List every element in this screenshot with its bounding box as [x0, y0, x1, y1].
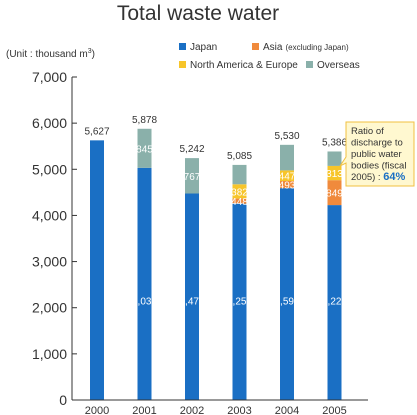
data-label: 845: [136, 144, 153, 155]
bar-segment: [327, 151, 342, 166]
annotation-line: bodies (fiscal: [351, 161, 406, 172]
data-label: 4,255: [227, 297, 252, 308]
bar-segment: [327, 165, 342, 181]
bar-segment: [137, 128, 152, 168]
annotation-line-text: 2005) :: [351, 172, 383, 183]
annotation-line-text: discharge to: [351, 138, 403, 149]
x-tick-label: 2002: [180, 405, 204, 415]
legend-swatch: [179, 43, 186, 50]
legend-label: North America & Europe: [190, 60, 298, 71]
data-label: 767: [184, 172, 201, 183]
bar-segment: [137, 167, 152, 400]
legend-label: Asia (excluding Japan): [263, 42, 349, 53]
data-label: 493: [279, 181, 296, 192]
annotation-line-text: public water: [351, 149, 402, 160]
legend-swatch: [306, 61, 313, 68]
total-label: 5,878: [132, 115, 157, 126]
data-label: 382: [231, 187, 248, 198]
annotation-highlight: 64%: [383, 171, 405, 183]
y-axis: 0 1,000 2,000 3,000 4,000 5,000 6,000 7,000: [32, 69, 77, 408]
annotation-line: discharge to: [351, 138, 403, 149]
total-label: 5,085: [227, 151, 252, 162]
bar-segment: [327, 205, 342, 400]
bar-segment: [185, 158, 199, 194]
y-tick-label: 0: [59, 392, 67, 408]
legend-label-name: North America & Europe: [190, 60, 298, 71]
total-label: 5,386: [322, 137, 347, 148]
annotation-line: Ratio of: [351, 126, 384, 137]
legend-label-name: Japan: [190, 42, 217, 53]
unit-label-superscript: 3: [88, 48, 92, 55]
data-label: 447: [279, 172, 296, 183]
bar-segment: [185, 193, 199, 400]
bar-segment: [90, 140, 104, 401]
unit-label-text: (Unit : thousand m: [6, 49, 88, 60]
data-label: 448: [231, 197, 248, 208]
bar-segment: [280, 181, 294, 189]
total-label: 5,530: [274, 131, 299, 142]
y-tick-label: 3,000: [32, 254, 67, 270]
y-tick-label: 2,000: [32, 300, 67, 316]
annotation-line: public water: [351, 149, 402, 160]
bar-segment: [280, 144, 294, 171]
annotation-line-text: Ratio of: [351, 126, 384, 137]
x-tick-label: 2004: [275, 405, 299, 415]
annotation-line-text: bodies (fiscal: [351, 161, 406, 172]
bar-segment: [280, 170, 294, 182]
y-tick-label: 7,000: [32, 69, 67, 85]
x-tick-label: 2003: [227, 405, 251, 415]
legend-swatch: [179, 61, 186, 68]
data-label: 4,224: [322, 297, 347, 308]
bar-segment: [232, 198, 247, 204]
annotation-box: [338, 121, 415, 187]
y-tick-label: 6,000: [32, 115, 67, 131]
x-tick-label: 2005: [322, 405, 346, 415]
data-label: 5,032: [132, 297, 157, 308]
chart-title: Total waste water: [117, 2, 279, 25]
legend-label-name: Overseas: [317, 60, 360, 71]
legend-label-name: Asia: [263, 42, 283, 53]
data-label: 4,475: [179, 297, 204, 308]
y-tick-label: 5,000: [32, 161, 67, 177]
total-label: 5,242: [179, 144, 204, 155]
x-tick-label: 2000: [85, 405, 109, 415]
y-tick-label: 1,000: [32, 346, 67, 362]
x-axis: 2000 2001 2002 2003 2004 2005: [72, 399, 368, 415]
data-label: 4,591: [274, 297, 299, 308]
legend: Japan Asia (excluding Japan) North America …: [179, 42, 360, 71]
unit-label-close: ): [92, 49, 95, 60]
unit-label: (Unit : thousand m3): [6, 48, 95, 60]
legend-swatch: [252, 43, 259, 50]
legend-label: Japan: [190, 42, 217, 53]
x-tick-label: 2001: [132, 405, 156, 415]
legend-label-suffix: (excluding Japan): [285, 43, 348, 52]
legend-label: Overseas: [317, 60, 360, 71]
bar-segment: [232, 164, 247, 185]
bar-segment: [327, 180, 342, 206]
total-label: 5,627: [84, 126, 109, 137]
data-label: 849: [326, 189, 343, 200]
annotation-line: 2005) : 64%: [351, 171, 405, 183]
y-tick-label: 4,000: [32, 207, 67, 223]
bar-segment: [232, 203, 247, 400]
bar-segment: [280, 188, 294, 400]
bar-segment: [232, 184, 247, 199]
data-label: 313: [326, 169, 343, 180]
